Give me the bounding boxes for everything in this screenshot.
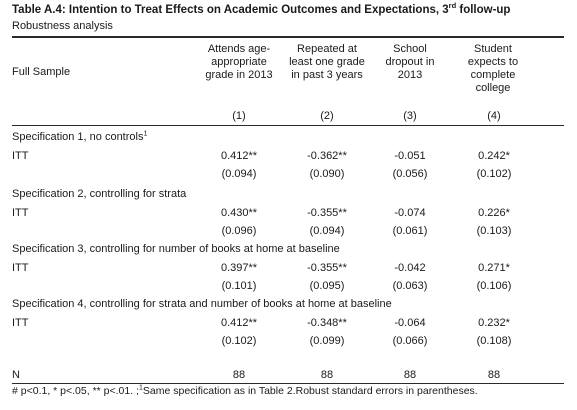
specification-1-coef-2: -0.362** [307, 150, 347, 162]
specification-4-se-1: (0.102) [221, 335, 257, 347]
column-number-2: (2) [320, 110, 334, 122]
specification-4-se-2: (0.099) [309, 335, 345, 347]
specification-1-se-1: (0.094) [221, 168, 257, 180]
specification-3-coef-3: -0.042 [394, 262, 426, 274]
specification-1-row-label: ITT [12, 150, 29, 162]
specification-1-se-4: (0.102) [476, 168, 512, 180]
column-header-4: Student expects to complete college [467, 43, 519, 94]
column-number-4: (4) [487, 110, 501, 122]
specification-3-coef-4: 0.271* [478, 262, 510, 274]
specification-3-row-label: ITT [12, 262, 29, 274]
n-value-2: 88 [320, 369, 334, 381]
specification-1-coef-3: -0.051 [394, 150, 426, 162]
specification-3-se-4: (0.106) [476, 280, 512, 292]
specification-4-row-label: ITT [12, 317, 29, 329]
bottom-rule [12, 383, 564, 384]
specification-1-title: Specification 1, no controls1 [12, 130, 148, 143]
specification-4-coef-4: 0.232* [478, 317, 510, 329]
specification-1-se-3: (0.056) [392, 168, 428, 180]
specification-2-coef-1: 0.430** [220, 207, 258, 219]
table-title: Table A.4: Intention to Treat Effects on… [12, 1, 511, 16]
column-number-1: (1) [232, 110, 246, 122]
specification-2-row-label: ITT [12, 207, 29, 219]
specification-2-coef-3: -0.074 [394, 207, 426, 219]
specification-2-se-2: (0.094) [309, 225, 345, 237]
specification-3-title: Specification 3, controlling for number … [12, 243, 340, 255]
specification-4-se-4: (0.108) [476, 335, 512, 347]
specification-1-coef-4: 0.242* [478, 150, 510, 162]
specification-3-coef-1: 0.397** [220, 262, 258, 274]
specification-4-coef-3: -0.064 [394, 317, 426, 329]
n-value-3: 88 [403, 369, 417, 381]
table-subtitle: Robustness analysis [12, 20, 113, 32]
n-row-label: N [12, 369, 20, 381]
n-value-1: 88 [232, 369, 246, 381]
row-label-header: Full Sample [12, 66, 71, 78]
specification-4-se-3: (0.066) [392, 335, 428, 347]
specification-3-se-3: (0.063) [392, 280, 428, 292]
specification-2-se-4: (0.103) [476, 225, 512, 237]
specification-2-coef-4: 0.226* [478, 207, 510, 219]
specification-4-coef-1: 0.412** [220, 317, 258, 329]
column-header-3: School dropout in 2013 [385, 43, 435, 81]
specification-2-se-1: (0.096) [221, 225, 257, 237]
column-number-3: (3) [403, 110, 417, 122]
specification-2-se-3: (0.061) [392, 225, 428, 237]
header-rule [12, 125, 564, 126]
specification-4-title: Specification 4, controlling for strata … [12, 298, 392, 310]
specification-4-coef-2: -0.348** [307, 317, 347, 329]
n-value-4: 88 [487, 369, 501, 381]
top-rule [12, 36, 564, 38]
specification-3-se-2: (0.095) [309, 280, 345, 292]
specification-1-coef-1: 0.412** [220, 150, 258, 162]
table-footnote: # p<0.1, * p<.05, ** p<.01. ;1Same speci… [12, 384, 478, 398]
specification-1-se-2: (0.090) [309, 168, 345, 180]
specification-2-coef-2: -0.355** [307, 207, 347, 219]
column-header-2: Repeated at least one grade in past 3 ye… [289, 43, 365, 81]
column-header-1: Attends age-appropriate grade in 2013 [205, 43, 273, 81]
specification-3-se-1: (0.101) [221, 280, 257, 292]
specification-3-coef-2: -0.355** [307, 262, 347, 274]
specification-2-title: Specification 2, controlling for strata [12, 188, 187, 200]
